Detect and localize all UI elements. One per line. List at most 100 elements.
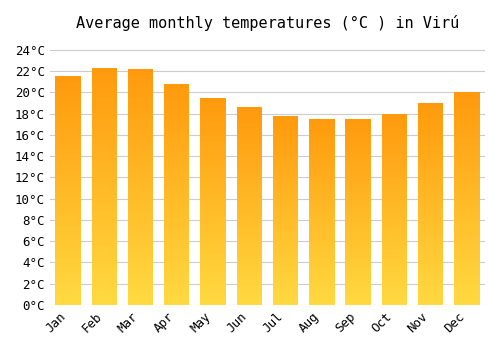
Bar xyxy=(346,169,371,171)
Bar xyxy=(200,224,226,226)
Bar xyxy=(454,303,479,305)
Bar xyxy=(56,211,80,214)
Bar xyxy=(382,303,407,305)
Bar xyxy=(200,205,226,208)
Bar xyxy=(273,186,298,188)
Bar xyxy=(382,204,407,205)
Bar xyxy=(382,236,407,238)
Bar xyxy=(309,186,334,188)
Bar xyxy=(309,283,334,285)
Bar xyxy=(56,282,80,285)
Bar xyxy=(382,160,407,161)
Bar xyxy=(56,202,80,204)
Bar xyxy=(418,178,444,180)
Bar xyxy=(309,218,334,219)
Bar xyxy=(200,143,226,145)
Bar xyxy=(273,298,298,299)
Bar xyxy=(273,233,298,235)
Bar xyxy=(128,211,153,213)
Bar xyxy=(92,120,117,122)
Bar xyxy=(200,168,226,170)
Bar xyxy=(418,172,444,174)
Bar xyxy=(56,195,80,197)
Bar xyxy=(454,173,479,175)
Bar xyxy=(164,157,190,159)
Bar xyxy=(309,227,334,229)
Bar xyxy=(346,178,371,180)
Bar xyxy=(56,161,80,163)
Bar xyxy=(56,88,80,90)
Bar xyxy=(273,155,298,158)
Bar xyxy=(382,190,407,192)
Bar xyxy=(236,194,262,196)
Bar xyxy=(56,275,80,278)
Bar xyxy=(273,116,298,118)
Bar xyxy=(454,122,479,124)
Bar xyxy=(346,247,371,249)
Bar xyxy=(92,96,117,99)
Bar xyxy=(164,294,190,296)
Bar xyxy=(236,238,262,240)
Bar xyxy=(273,303,298,305)
Bar xyxy=(309,234,334,236)
Bar xyxy=(92,80,117,82)
Bar xyxy=(56,104,80,106)
Bar xyxy=(382,240,407,242)
Bar xyxy=(309,212,334,214)
Bar xyxy=(418,111,444,113)
Bar xyxy=(418,133,444,135)
Bar xyxy=(164,234,190,237)
Bar xyxy=(454,171,479,173)
Bar xyxy=(128,147,153,149)
Bar xyxy=(164,230,190,232)
Bar xyxy=(346,197,371,199)
Bar xyxy=(200,253,226,255)
Bar xyxy=(200,257,226,259)
Bar xyxy=(92,208,117,210)
Bar xyxy=(128,81,153,83)
Bar xyxy=(454,175,479,177)
Bar xyxy=(346,175,371,177)
Bar xyxy=(128,121,153,123)
Bar xyxy=(382,135,407,136)
Bar xyxy=(418,135,444,137)
Bar xyxy=(309,204,334,206)
Bar xyxy=(382,284,407,286)
Bar xyxy=(164,265,190,267)
Bar xyxy=(418,259,444,260)
Bar xyxy=(200,129,226,131)
Bar xyxy=(273,212,298,214)
Bar xyxy=(236,216,262,218)
Bar xyxy=(454,105,479,107)
Bar xyxy=(418,105,444,107)
Bar xyxy=(382,192,407,194)
Bar xyxy=(164,179,190,181)
Bar xyxy=(346,288,371,290)
Bar xyxy=(56,300,80,303)
Bar xyxy=(236,153,262,155)
Bar xyxy=(128,109,153,111)
Bar xyxy=(164,289,190,292)
Bar xyxy=(236,127,262,129)
Bar xyxy=(236,107,262,109)
Bar xyxy=(382,113,407,116)
Bar xyxy=(309,219,334,221)
Bar xyxy=(200,116,226,118)
Bar xyxy=(56,186,80,188)
Bar xyxy=(382,125,407,127)
Bar xyxy=(346,290,371,292)
Bar xyxy=(236,161,262,163)
Bar xyxy=(418,287,444,289)
Bar xyxy=(309,300,334,301)
Bar xyxy=(92,82,117,84)
Bar xyxy=(309,272,334,273)
Bar xyxy=(56,216,80,218)
Bar xyxy=(346,257,371,259)
Bar xyxy=(346,134,371,136)
Bar xyxy=(346,195,371,197)
Bar xyxy=(128,232,153,234)
Bar xyxy=(200,189,226,191)
Bar xyxy=(309,238,334,240)
Bar xyxy=(454,278,479,280)
Bar xyxy=(236,184,262,186)
